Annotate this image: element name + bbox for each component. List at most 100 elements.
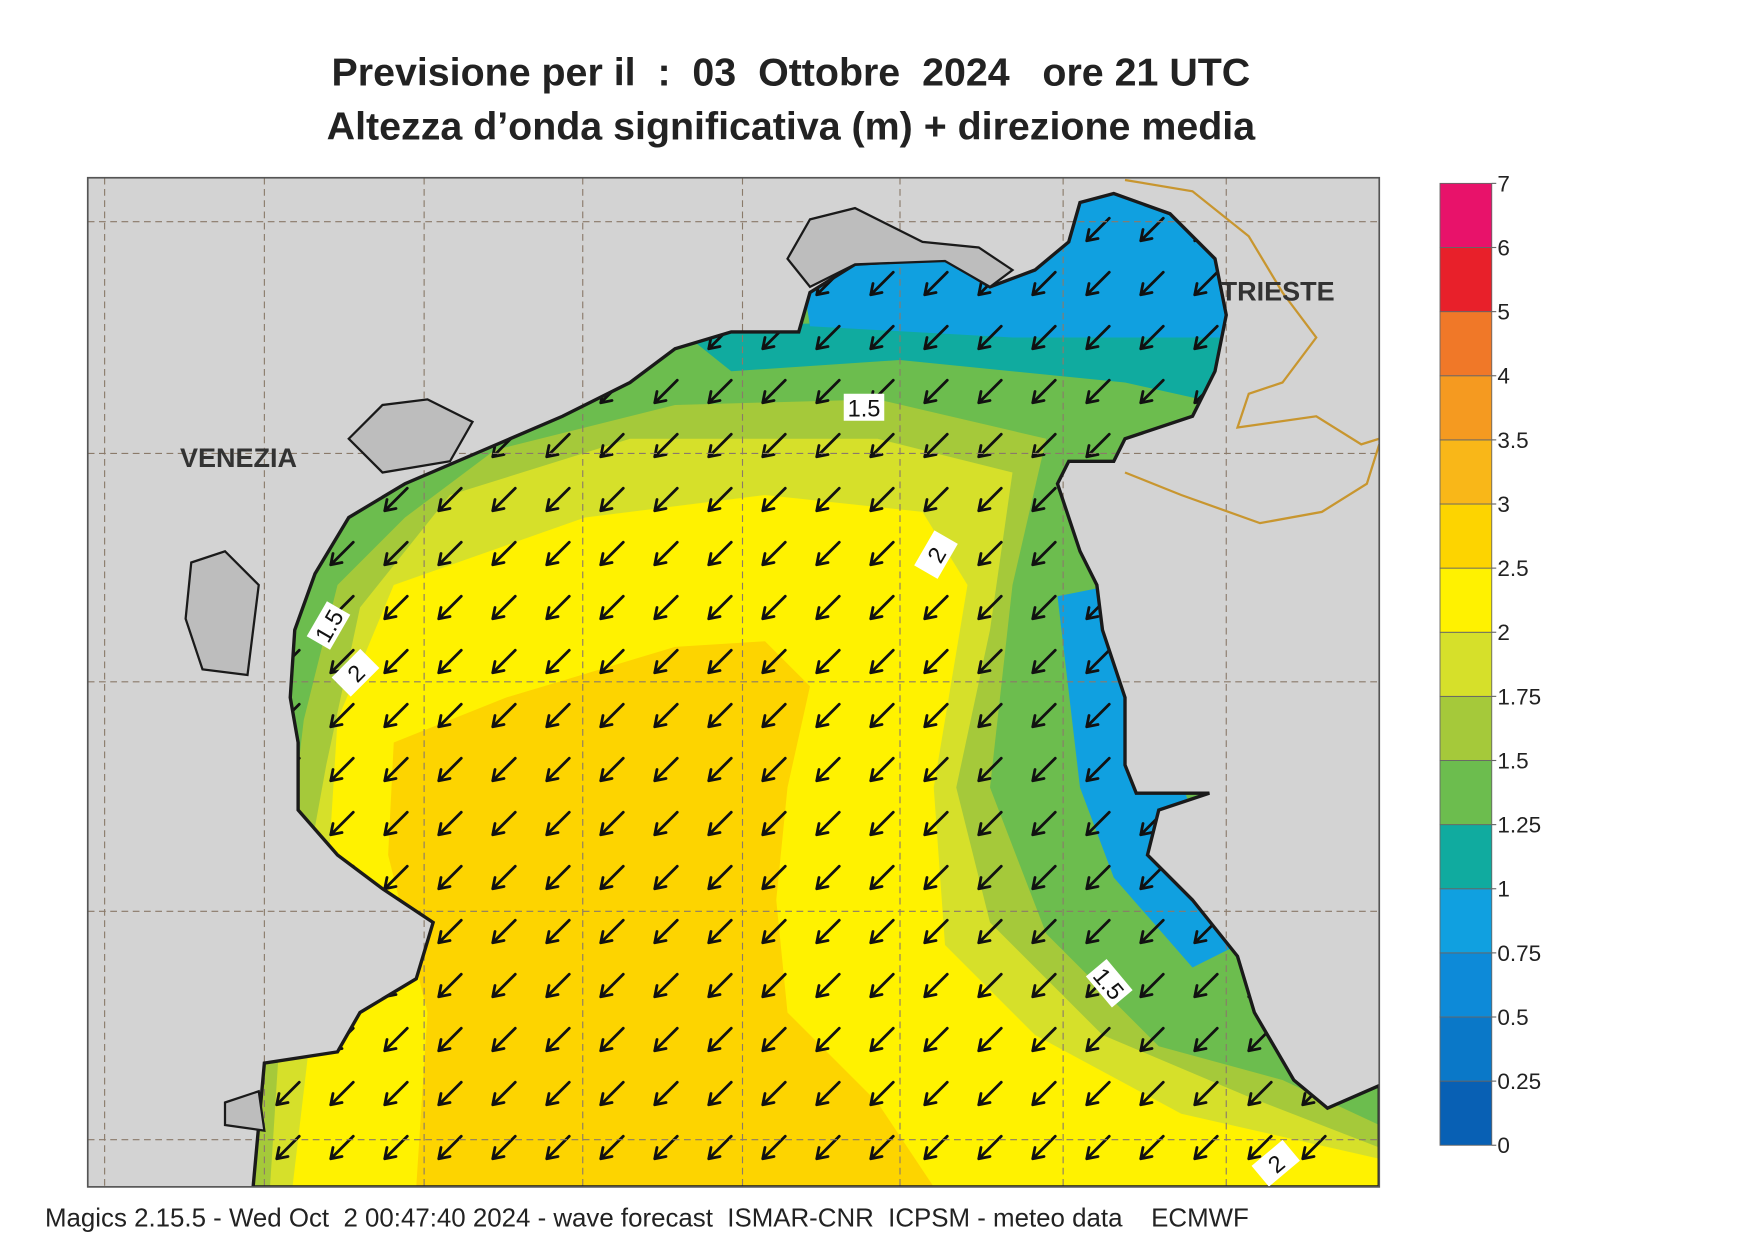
contour-label: 2 [914, 530, 958, 579]
arrow [923, 972, 949, 999]
legend-swatch [1439, 631, 1493, 697]
title-line-1: Previsione per il : 03 Ottobre 2024 ore … [332, 51, 1251, 95]
arrow [815, 648, 841, 675]
arrow [761, 864, 787, 891]
arrow [437, 540, 463, 567]
arrow [491, 594, 517, 621]
arrow [329, 702, 355, 729]
legend-label: 5 [1497, 300, 1510, 325]
arrow [761, 594, 787, 621]
arrow [383, 756, 409, 783]
arrow [491, 486, 517, 513]
legend-swatch [1439, 760, 1493, 826]
arrow [1193, 1080, 1219, 1107]
arrow [1085, 378, 1111, 405]
arrow [383, 702, 409, 729]
arrow [437, 972, 463, 999]
arrow [761, 756, 787, 783]
arrow [383, 1080, 409, 1107]
arrow [977, 324, 1003, 351]
arrow [545, 864, 571, 891]
legend-label: 4 [1497, 364, 1510, 389]
arrow [1031, 324, 1057, 351]
arrow [869, 540, 895, 567]
arrow [977, 702, 1003, 729]
arrow [707, 864, 733, 891]
legend-label: 0 [1497, 1133, 1510, 1158]
arrow [869, 648, 895, 675]
arrow [923, 594, 949, 621]
arrow [923, 756, 949, 783]
arrow [545, 918, 571, 945]
arrow [761, 540, 787, 567]
arrow [869, 972, 895, 999]
arrow [653, 594, 679, 621]
arrow [977, 864, 1003, 891]
arrow [653, 810, 679, 837]
arrow [599, 972, 625, 999]
arrow [1139, 270, 1165, 297]
arrow [653, 864, 679, 891]
arrow [977, 756, 1003, 783]
arrow [1031, 270, 1057, 297]
arrow [653, 648, 679, 675]
arrow [815, 486, 841, 513]
arrow [923, 486, 949, 513]
legend-swatch [1439, 1080, 1493, 1146]
arrow [1139, 972, 1165, 999]
arrow [599, 810, 625, 837]
arrow [761, 810, 787, 837]
arrow [653, 378, 679, 405]
arrow [923, 702, 949, 729]
contour-label-bg [1251, 1139, 1300, 1187]
arrow [491, 702, 517, 729]
footer: Magics 2.15.5 - Wed Oct 2 00:47:40 2024 … [45, 1204, 1249, 1232]
arrow [1031, 1134, 1057, 1161]
arrow [1085, 1026, 1111, 1053]
arrow [437, 918, 463, 945]
arrow [653, 756, 679, 783]
arrow [923, 1080, 949, 1107]
arrow [1031, 1080, 1057, 1107]
arrow [599, 1026, 625, 1053]
legend-label: 1.5 [1497, 748, 1528, 773]
arrow [815, 918, 841, 945]
arrow [491, 1026, 517, 1053]
arrow [1031, 972, 1057, 999]
arrow [977, 594, 1003, 621]
arrow [1031, 1026, 1057, 1053]
arrow [1085, 810, 1111, 837]
arrow [977, 810, 1003, 837]
arrow [599, 648, 625, 675]
legend-swatch [1439, 182, 1493, 248]
arrow [815, 324, 841, 351]
arrow [707, 810, 733, 837]
arrow [491, 918, 517, 945]
arrow [1139, 1026, 1165, 1053]
arrow [1247, 1134, 1273, 1161]
arrow [707, 702, 733, 729]
arrow [653, 1026, 679, 1053]
arrow [977, 648, 1003, 675]
arrow [761, 918, 787, 945]
contour-label: 2 [1251, 1139, 1300, 1187]
legend-swatch [1439, 952, 1493, 1018]
arrow [491, 1080, 517, 1107]
arrow [869, 864, 895, 891]
arrow [599, 702, 625, 729]
arrow [329, 540, 355, 567]
arrow [707, 1080, 733, 1107]
arrow [437, 702, 463, 729]
arrow [923, 810, 949, 837]
arrow [437, 1080, 463, 1107]
arrow [599, 1080, 625, 1107]
arrow [707, 756, 733, 783]
arrow [491, 1134, 517, 1161]
arrow [707, 378, 733, 405]
arrow [545, 486, 571, 513]
arrow [977, 1026, 1003, 1053]
contour-label-bg [331, 648, 380, 697]
arrow [1031, 918, 1057, 945]
